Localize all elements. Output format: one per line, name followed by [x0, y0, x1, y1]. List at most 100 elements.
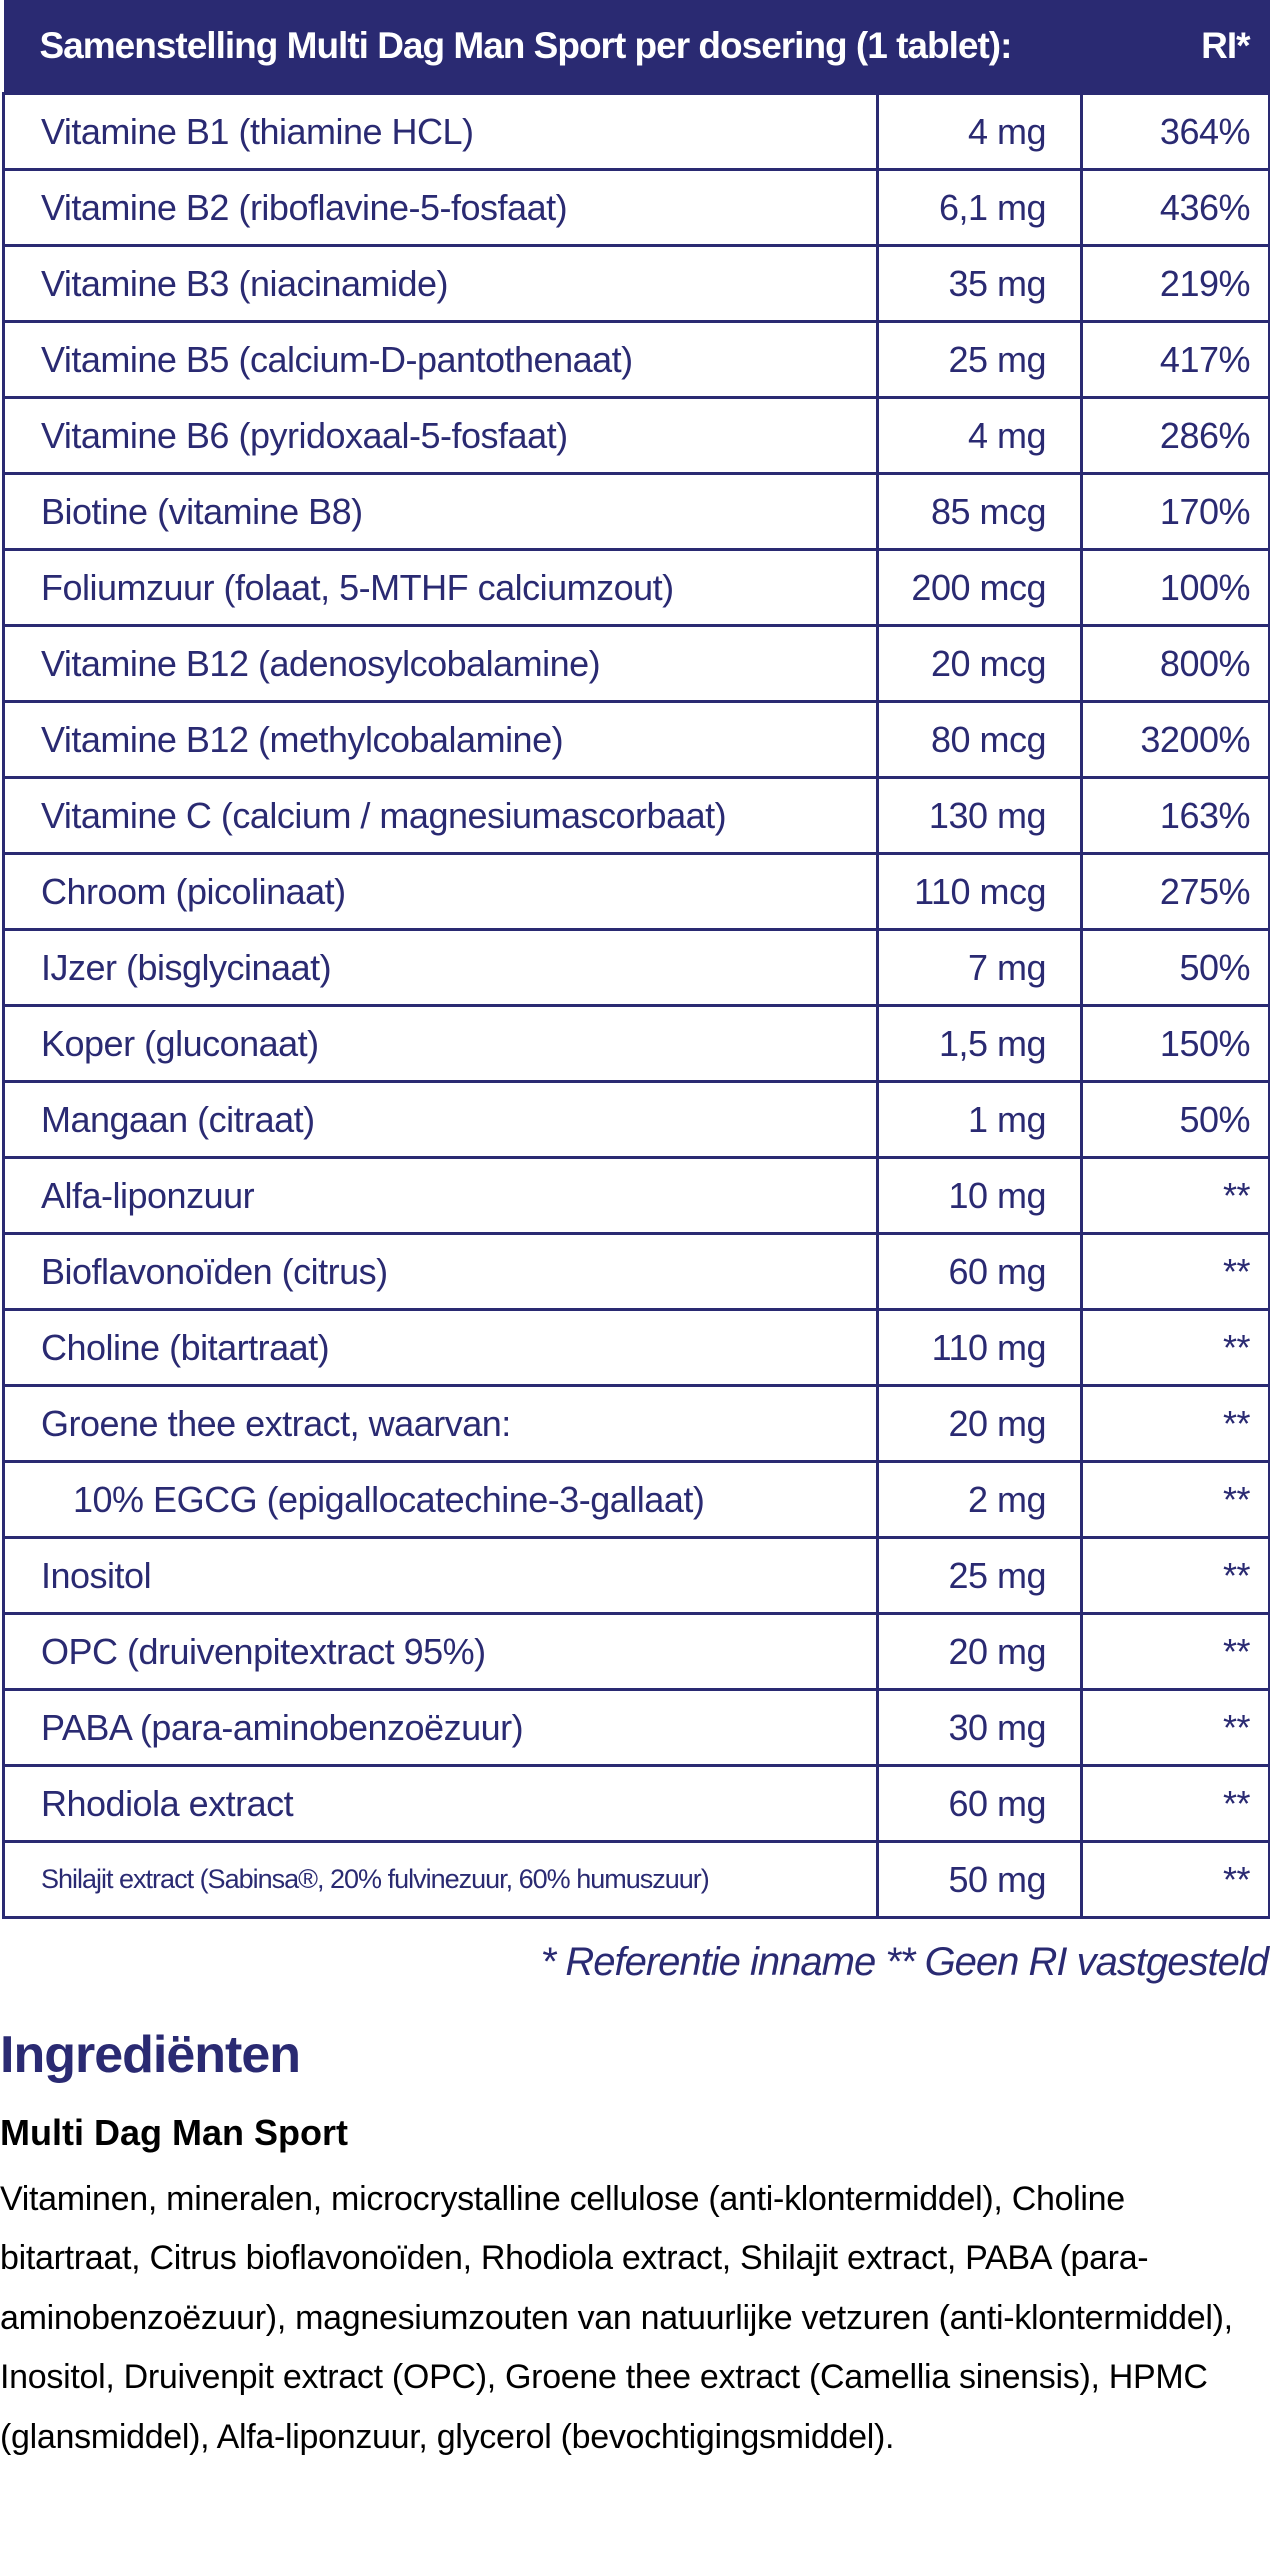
nutrient-name: Vitamine B3 (niacinamide) — [2, 244, 879, 323]
nutrient-ri: 100% — [1080, 548, 1270, 627]
nutrient-amount: 1 mg — [876, 1080, 1083, 1159]
nutrient-name: PABA (para-aminobenzoëzuur) — [2, 1688, 879, 1767]
nutrient-amount: 85 mcg — [876, 472, 1083, 551]
table-row: IJzer (bisglycinaat) 7 mg 50% — [2, 928, 1270, 1007]
table-row: Shilajit extract (Sabinsa®, 20% fulvinez… — [2, 1840, 1270, 1919]
nutrient-amount: 80 mcg — [876, 700, 1083, 779]
nutrient-ri: ** — [1080, 1764, 1270, 1843]
nutrient-name: Bioflavonoïden (citrus) — [2, 1232, 879, 1311]
nutrient-name: 10% EGCG (epigallocatechine-3-gallaat) — [2, 1460, 879, 1539]
table-header: Samenstelling Multi Dag Man Sport per do… — [3, 0, 1270, 94]
table-row: PABA (para-aminobenzoëzuur) 30 mg ** — [2, 1688, 1270, 1767]
nutrient-amount: 25 mg — [876, 1536, 1083, 1615]
nutrient-ri: ** — [1080, 1460, 1270, 1539]
nutrient-ri: ** — [1080, 1688, 1270, 1767]
nutrient-name: Vitamine B12 (adenosylcobalamine) — [2, 624, 879, 703]
nutrient-name: Chroom (picolinaat) — [2, 852, 879, 931]
table-row: OPC (druivenpitextract 95%) 20 mg ** — [2, 1612, 1270, 1691]
nutrient-amount: 110 mcg — [876, 852, 1083, 931]
nutrient-ri: 364% — [1080, 92, 1270, 171]
nutrient-name: Vitamine B1 (thiamine HCL) — [2, 92, 879, 171]
table-row: Vitamine B5 (calcium-D-pantothenaat) 25 … — [2, 320, 1270, 399]
nutrient-amount: 4 mg — [876, 92, 1083, 171]
nutrient-ri: ** — [1080, 1308, 1270, 1387]
product-name: Multi Dag Man Sport — [0, 2112, 348, 2153]
nutrient-amount: 1,5 mg — [876, 1004, 1083, 1083]
table-row: Foliumzuur (folaat, 5-MTHF calciumzout) … — [2, 548, 1270, 627]
nutrient-ri: 150% — [1080, 1004, 1270, 1083]
table-row: Groene thee extract, waarvan: 20 mg ** — [2, 1384, 1270, 1463]
nutrient-ri: 50% — [1080, 1080, 1270, 1159]
nutrient-name: Mangaan (citraat) — [2, 1080, 879, 1159]
nutrient-amount: 25 mg — [876, 320, 1083, 399]
nutrient-ri: 800% — [1080, 624, 1270, 703]
nutrient-name: Biotine (vitamine B8) — [2, 472, 879, 551]
nutrient-ri: 50% — [1080, 928, 1270, 1007]
nutrient-ri: 163% — [1080, 776, 1270, 855]
nutrient-name: IJzer (bisglycinaat) — [2, 928, 879, 1007]
nutrient-ri: 436% — [1080, 168, 1270, 247]
nutrient-name: Choline (bitartraat) — [2, 1308, 879, 1387]
table-row: Vitamine B12 (methylcobalamine) 80 mcg 3… — [2, 700, 1270, 779]
nutrient-name: Koper (gluconaat) — [2, 1004, 879, 1083]
nutrient-amount: 130 mg — [876, 776, 1083, 855]
nutrient-name: OPC (druivenpitextract 95%) — [2, 1612, 879, 1691]
table-row: Vitamine B6 (pyridoxaal-5-fosfaat) 4 mg … — [2, 396, 1270, 475]
table-row: Chroom (picolinaat) 110 mcg 275% — [2, 852, 1270, 931]
table-row: Alfa-liponzuur 10 mg ** — [2, 1156, 1270, 1235]
nutrient-amount: 20 mg — [876, 1384, 1083, 1463]
nutrient-amount: 20 mcg — [876, 624, 1083, 703]
nutrient-name: Groene thee extract, waarvan: — [2, 1384, 879, 1463]
table-row: Bioflavonoïden (citrus) 60 mg ** — [2, 1232, 1270, 1311]
nutrient-amount: 110 mg — [876, 1308, 1083, 1387]
nutrient-name: Vitamine B6 (pyridoxaal-5-fosfaat) — [2, 396, 879, 475]
nutrient-ri: 219% — [1080, 244, 1270, 323]
table-row: Vitamine B2 (riboflavine-5-fosfaat) 6,1 … — [2, 168, 1270, 247]
table-row: 10% EGCG (epigallocatechine-3-gallaat) 2… — [2, 1460, 1270, 1539]
nutrient-amount: 60 mg — [876, 1232, 1083, 1311]
nutrient-amount: 2 mg — [876, 1460, 1083, 1539]
ingredients-heading: Ingrediënten — [0, 2026, 301, 2084]
nutrient-ri: ** — [1080, 1232, 1270, 1311]
table-row: Inositol 25 mg ** — [2, 1536, 1270, 1615]
nutrient-ri: 417% — [1080, 320, 1270, 399]
nutrient-name: Foliumzuur (folaat, 5-MTHF calciumzout) — [2, 548, 879, 627]
ingredients-text: Vitaminen, mineralen, microcrystalline c… — [0, 2180, 1233, 2456]
table-row: Choline (bitartraat) 110 mg ** — [2, 1308, 1270, 1387]
table-row: Vitamine B12 (adenosylcobalamine) 20 mcg… — [2, 624, 1270, 703]
nutrient-name: Shilajit extract (Sabinsa®, 20% fulvinez… — [2, 1840, 879, 1919]
nutrient-name: Alfa-liponzuur — [2, 1156, 879, 1235]
nutrient-ri: ** — [1080, 1840, 1270, 1919]
table-row: Vitamine C (calcium / magnesiumascorbaat… — [2, 776, 1270, 855]
nutrient-name: Vitamine C (calcium / magnesiumascorbaat… — [2, 776, 879, 855]
nutrient-name: Vitamine B5 (calcium-D-pantothenaat) — [2, 320, 879, 399]
nutrient-amount: 10 mg — [876, 1156, 1083, 1235]
nutrient-ri: 170% — [1080, 472, 1270, 551]
nutrient-ri: 286% — [1080, 396, 1270, 475]
nutrient-amount: 35 mg — [876, 244, 1083, 323]
table-row: Rhodiola extract 60 mg ** — [2, 1764, 1270, 1843]
nutrient-name: Inositol — [2, 1536, 879, 1615]
nutrient-amount: 6,1 mg — [876, 168, 1083, 247]
nutrient-amount: 60 mg — [876, 1764, 1083, 1843]
footnote: * Referentie inname ** Geen RI vastgeste… — [540, 1940, 1269, 1984]
composition-table: Samenstelling Multi Dag Man Sport per do… — [2, 0, 1270, 1919]
table-row: Vitamine B3 (niacinamide) 35 mg 219% — [2, 244, 1270, 323]
nutrient-amount: 50 mg — [876, 1840, 1083, 1919]
nutrient-name: Vitamine B12 (methylcobalamine) — [2, 700, 879, 779]
table-row: Mangaan (citraat) 1 mg 50% — [2, 1080, 1270, 1159]
nutrient-name: Rhodiola extract — [2, 1764, 879, 1843]
nutrient-ri: ** — [1080, 1612, 1270, 1691]
nutrient-amount: 4 mg — [876, 396, 1083, 475]
nutrient-amount: 200 mcg — [876, 548, 1083, 627]
nutrient-amount: 7 mg — [876, 928, 1083, 1007]
table-row: Biotine (vitamine B8) 85 mcg 170% — [2, 472, 1270, 551]
table-row: Koper (gluconaat) 1,5 mg 150% — [2, 1004, 1270, 1083]
nutrient-ri: 275% — [1080, 852, 1270, 931]
nutrient-ri: ** — [1080, 1536, 1270, 1615]
nutrient-amount: 30 mg — [876, 1688, 1083, 1767]
ri-header: RI* — [1081, 0, 1270, 94]
nutrient-name: Vitamine B2 (riboflavine-5-fosfaat) — [2, 168, 879, 247]
nutrient-ri: ** — [1080, 1384, 1270, 1463]
nutrient-ri: 3200% — [1080, 700, 1270, 779]
